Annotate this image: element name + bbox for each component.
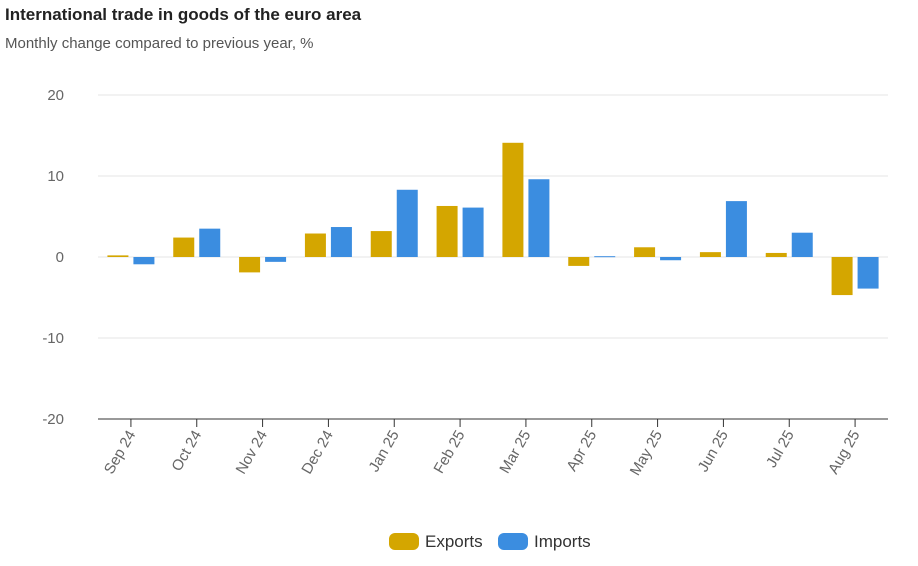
x-tick-label: Dec 24 bbox=[298, 428, 336, 478]
bar-exports[interactable] bbox=[765, 252, 787, 257]
bar-imports[interactable] bbox=[660, 257, 682, 261]
bar-imports[interactable] bbox=[199, 228, 221, 257]
legend-swatch bbox=[389, 533, 419, 550]
legend-label: Exports bbox=[425, 532, 483, 551]
legend-item-imports[interactable]: Imports bbox=[498, 532, 591, 551]
bar-imports[interactable] bbox=[265, 257, 287, 262]
x-tick-label: May 25 bbox=[627, 428, 666, 479]
bars bbox=[107, 142, 879, 296]
legend[interactable]: Exports Imports bbox=[389, 532, 591, 551]
bar-exports[interactable] bbox=[436, 205, 458, 257]
x-tick-label: Feb 25 bbox=[430, 428, 468, 477]
bar-exports[interactable] bbox=[831, 257, 853, 296]
x-axis: Sep 24 Oct 24 Nov 24 Dec 24 Jan 25 Feb 25 Mar … bbox=[98, 418, 888, 479]
bar-exports[interactable] bbox=[107, 255, 129, 257]
y-tick-label: 20 bbox=[47, 87, 64, 104]
chart-subtitle: Monthly change compared to previous year… bbox=[5, 35, 314, 52]
y-tick-label: -10 bbox=[42, 330, 64, 347]
bar-exports[interactable] bbox=[502, 142, 524, 257]
x-tick-label: Nov 24 bbox=[233, 428, 271, 478]
bar-exports[interactable] bbox=[568, 257, 590, 266]
y-tick-label: -20 bbox=[42, 411, 64, 428]
x-tick-label: Sep 24 bbox=[101, 428, 139, 478]
bar-imports[interactable] bbox=[330, 227, 352, 257]
x-tick-label: Jan 25 bbox=[365, 428, 402, 476]
x-tick-label: Jun 25 bbox=[695, 428, 732, 476]
legend-label: Imports bbox=[534, 532, 591, 551]
bar-exports[interactable] bbox=[699, 252, 721, 257]
bar-imports[interactable] bbox=[725, 201, 747, 257]
chart-title: International trade in goods of the euro… bbox=[5, 5, 362, 24]
bar-imports[interactable] bbox=[133, 257, 155, 265]
bar-exports[interactable] bbox=[239, 257, 261, 273]
x-tick-label: Aug 25 bbox=[825, 428, 863, 478]
bar-exports[interactable] bbox=[370, 231, 392, 257]
y-tick-label: 0 bbox=[56, 249, 64, 266]
y-axis-ticks: 20 10 0 -10 -20 bbox=[42, 87, 64, 428]
x-tick-label: Oct 24 bbox=[168, 428, 205, 475]
bar-exports[interactable] bbox=[173, 237, 195, 257]
bar-exports[interactable] bbox=[634, 247, 656, 257]
x-tick-label: Apr 25 bbox=[563, 428, 600, 475]
bar-imports[interactable] bbox=[396, 189, 418, 257]
legend-item-exports[interactable]: Exports bbox=[389, 532, 483, 551]
y-tick-label: 10 bbox=[47, 168, 64, 185]
gridlines bbox=[98, 94, 888, 339]
bar-imports[interactable] bbox=[857, 257, 879, 289]
legend-swatch bbox=[498, 533, 528, 550]
bar-imports[interactable] bbox=[791, 232, 813, 257]
bar-imports[interactable] bbox=[528, 179, 550, 257]
bar-imports[interactable] bbox=[594, 256, 616, 258]
bar-imports[interactable] bbox=[462, 207, 484, 257]
x-tick-label: Mar 25 bbox=[496, 428, 534, 477]
bar-exports[interactable] bbox=[304, 233, 326, 257]
x-tick-label: Jul 25 bbox=[763, 428, 798, 471]
